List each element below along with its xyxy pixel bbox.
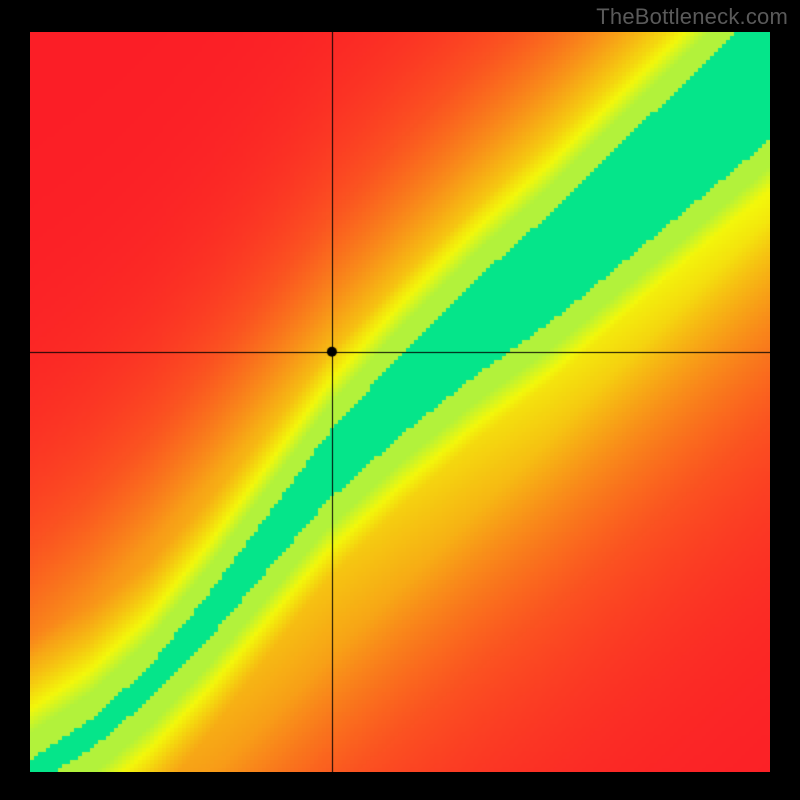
chart-container: { "watermark": { "text": "TheBottleneck.… [0,0,800,800]
bottleneck-heatmap [30,32,770,772]
watermark-text: TheBottleneck.com [596,4,788,30]
